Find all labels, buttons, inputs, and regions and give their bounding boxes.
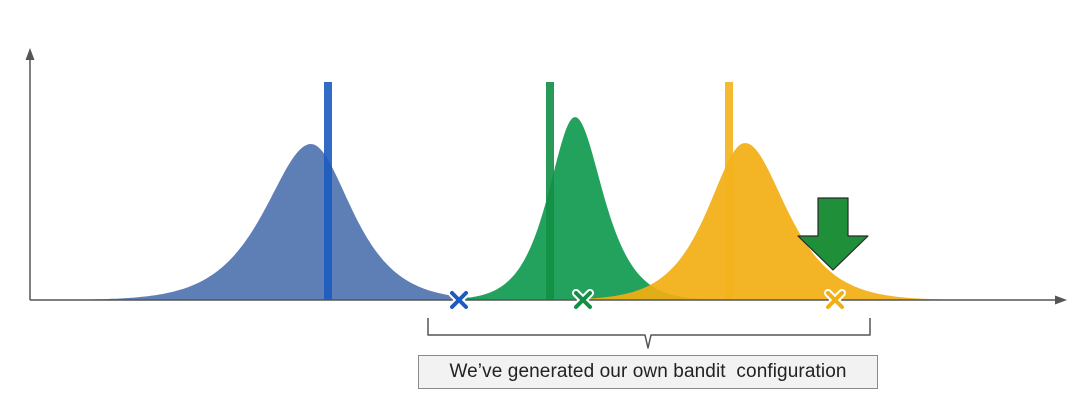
range-bracket xyxy=(427,318,871,349)
axes xyxy=(25,48,1067,305)
y-axis-arrowhead xyxy=(25,48,35,60)
green-distribution-curve xyxy=(250,117,1000,300)
green-x-mark-icon xyxy=(572,289,594,311)
caption-box: We’ve generated our own bandit configura… xyxy=(418,355,878,389)
x-axis-arrowhead xyxy=(1055,295,1067,305)
blue-mean-line xyxy=(324,82,332,300)
green-mean-line xyxy=(546,82,554,300)
yellow-mean-line xyxy=(725,82,733,300)
blue-x-mark-icon xyxy=(448,289,470,311)
caption-text: We’ve generated our own bandit configura… xyxy=(449,361,847,382)
yellow-distribution-curve xyxy=(300,143,1065,300)
down-arrow-icon xyxy=(797,197,869,271)
blue-distribution-curve xyxy=(4,144,1000,300)
distribution-curves xyxy=(4,117,1065,300)
yellow-x-mark-icon xyxy=(824,289,846,311)
